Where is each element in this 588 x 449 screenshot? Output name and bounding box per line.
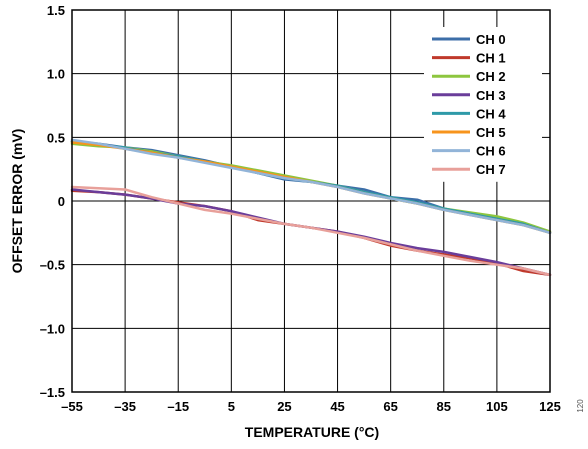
x-tick-label: 125 (539, 399, 561, 414)
legend-background (424, 27, 542, 182)
y-tick-label: 0 (58, 194, 65, 209)
legend-label: CH 7 (476, 162, 506, 177)
y-tick-label: –1.5 (40, 385, 65, 400)
legend-label: CH 4 (476, 106, 506, 121)
legend-label: CH 1 (476, 51, 506, 66)
legend-label: CH 2 (476, 69, 506, 84)
legend-label: CH 6 (476, 144, 506, 159)
x-tick-label: 65 (383, 399, 397, 414)
x-tick-label: –15 (167, 399, 189, 414)
series-line-ch-6 (70, 138, 552, 235)
series-line-ch-7 (70, 185, 552, 277)
y-axis-label: OFFSET ERROR (mV) (9, 129, 25, 274)
y-tick-label: 1.0 (47, 67, 65, 82)
x-axis-label: TEMPERATURE (°C) (245, 424, 379, 440)
x-tick-label: 45 (330, 399, 344, 414)
figure-number: 120 (576, 399, 585, 413)
y-tick-labels: 1.5 1.0 0.5 0 –0.5 –1.0 –1.5 (40, 3, 65, 400)
x-tick-label: 25 (277, 399, 291, 414)
x-tick-label: 85 (437, 399, 451, 414)
y-tick-label: 1.5 (47, 3, 65, 18)
x-tick-label: –35 (114, 399, 136, 414)
x-tick-label: –55 (61, 399, 83, 414)
x-tick-labels: –55 –35 –15 5 25 45 65 85 105 125 (61, 399, 561, 414)
y-tick-label: 0.5 (47, 130, 65, 145)
legend: CH 0 CH 1 CH 2 CH 3 CH 4 CH 5 CH 6 CH 7 (424, 27, 542, 182)
y-tick-label: –0.5 (40, 258, 65, 273)
legend-label: CH 3 (476, 88, 506, 103)
legend-label: CH 0 (476, 32, 506, 47)
series-lines (70, 138, 552, 277)
x-tick-label: 105 (486, 399, 508, 414)
plot-frame (71, 9, 551, 393)
y-tick-label: –1.0 (40, 321, 65, 336)
x-tick-label: 5 (228, 399, 235, 414)
legend-label: CH 5 (476, 125, 506, 140)
